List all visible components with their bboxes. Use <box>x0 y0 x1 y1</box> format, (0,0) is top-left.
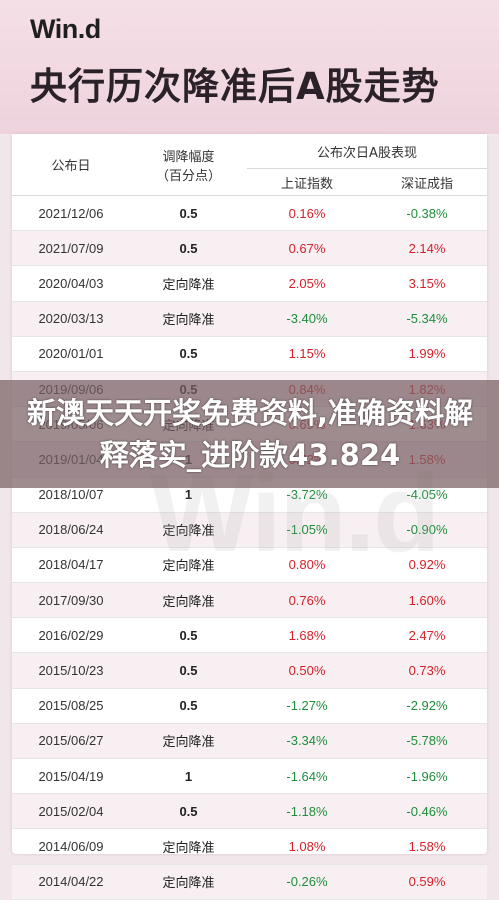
rate-cell: 0.5 <box>130 688 247 724</box>
shenzhen-change-cell: -0.38% <box>367 195 487 232</box>
shanghai-change-cell: 0.50% <box>247 652 367 689</box>
date-cell: 2015/04/19 <box>12 758 130 795</box>
shenzhen-change-cell: 3.15% <box>367 265 487 302</box>
date-cell: 2018/04/17 <box>12 547 130 584</box>
shenzhen-change-cell: -5.78% <box>367 723 487 760</box>
date-cell: 2020/03/13 <box>12 301 130 337</box>
table-row: 2016/02/29 0.5 1.68% 2.47% <box>12 617 487 654</box>
rate-cell: 0.5 <box>130 195 247 232</box>
shanghai-change-cell: -1.18% <box>247 793 367 830</box>
shanghai-change-cell: -1.27% <box>247 688 367 724</box>
shenzhen-change-cell: 0.73% <box>367 652 487 689</box>
rate-cell: 0.5 <box>130 230 247 267</box>
date-cell: 2015/10/23 <box>12 652 130 689</box>
table-row: 2015/08/25 0.5 -1.27% -2.92% <box>12 688 487 724</box>
date-cell: 2021/12/06 <box>12 195 130 232</box>
rate-cell: 定向降准 <box>130 512 247 548</box>
shanghai-change-cell: 0.80% <box>247 547 367 584</box>
table-row: 2015/02/04 0.5 -1.18% -0.46% <box>12 793 487 830</box>
shenzhen-change-cell: 2.14% <box>367 230 487 267</box>
table-row: 2015/04/19 1 -1.64% -1.96% <box>12 758 487 795</box>
shanghai-change-cell: -3.40% <box>247 301 367 337</box>
rate-cell: 0.5 <box>130 793 247 830</box>
date-cell: 2015/06/27 <box>12 723 130 760</box>
rate-cell: 定向降准 <box>130 265 247 302</box>
rate-cell: 定向降准 <box>130 547 247 584</box>
shanghai-change-cell: 0.67% <box>247 230 367 267</box>
rrr-cut-table: 公布日 调降幅度 （百分点） 公布次日A股表现 上证指数 深证成指 2021/1… <box>12 134 487 900</box>
table-row: 2014/06/09 定向降准 1.08% 1.58% <box>12 828 487 865</box>
shenzhen-change-cell: -0.90% <box>367 512 487 548</box>
rate-cell: 0.5 <box>130 652 247 689</box>
rate-cell: 定向降准 <box>130 723 247 760</box>
table-row: 2020/01/01 0.5 1.15% 1.99% <box>12 336 487 372</box>
caption-overlay <box>0 380 499 488</box>
table-row: 2020/04/03 定向降准 2.05% 3.15% <box>12 265 487 302</box>
rate-cell: 定向降准 <box>130 301 247 337</box>
table-row: 2021/12/06 0.5 0.16% -0.38% <box>12 195 487 232</box>
rate-cell: 定向降准 <box>130 864 247 900</box>
table-body: 2021/12/06 0.5 0.16% -0.38% 2021/07/09 0.5 0.6… <box>12 195 487 900</box>
date-cell: 2015/02/04 <box>12 793 130 830</box>
header-next-day-group: 公布次日A股表现 <box>247 134 487 169</box>
shenzhen-change-cell: 1.60% <box>367 582 487 619</box>
date-cell: 2016/02/29 <box>12 617 130 654</box>
page-title: 央行历次降准后A股走势 <box>30 65 440 108</box>
table-row: 2021/07/09 0.5 0.67% 2.14% <box>12 230 487 267</box>
date-cell: 2020/01/01 <box>12 336 130 372</box>
shanghai-change-cell: -1.64% <box>247 758 367 795</box>
shanghai-change-cell: -0.26% <box>247 864 367 900</box>
header-banner: Win.d 央行历次降准后A股走势 <box>0 0 499 134</box>
date-cell: 2018/06/24 <box>12 512 130 548</box>
shanghai-change-cell: 1.68% <box>247 617 367 654</box>
shenzhen-change-cell: -0.46% <box>367 793 487 830</box>
date-cell: 2015/08/25 <box>12 688 130 724</box>
wind-logo: Win.d <box>30 14 101 44</box>
header-shenzhen: 深证成指 <box>367 168 487 196</box>
shenzhen-change-cell: -5.34% <box>367 301 487 337</box>
date-cell: 2017/09/30 <box>12 582 130 619</box>
table-row: 2015/06/27 定向降准 -3.34% -5.78% <box>12 723 487 760</box>
rate-cell: 定向降准 <box>130 582 247 619</box>
date-cell: 2020/04/03 <box>12 265 130 302</box>
rate-cell: 0.5 <box>130 336 247 372</box>
header-date: 公布日 <box>12 134 130 196</box>
shenzhen-change-cell: 0.92% <box>367 547 487 584</box>
table-row: 2018/06/24 定向降准 -1.05% -0.90% <box>12 512 487 548</box>
header-rate: 调降幅度 （百分点） <box>130 134 247 196</box>
shenzhen-change-cell: 0.59% <box>367 864 487 900</box>
header-shanghai: 上证指数 <box>247 168 367 196</box>
shanghai-change-cell: 0.16% <box>247 195 367 232</box>
rate-cell: 0.5 <box>130 617 247 654</box>
shenzhen-change-cell: 1.58% <box>367 828 487 865</box>
header-rate-line1: 调降幅度 <box>162 149 215 165</box>
table-row: 2014/04/22 定向降准 -0.26% 0.59% <box>12 864 487 900</box>
table-row: 2015/10/23 0.5 0.50% 0.73% <box>12 652 487 689</box>
table-row: 2018/04/17 定向降准 0.80% 0.92% <box>12 547 487 584</box>
shanghai-change-cell: 2.05% <box>247 265 367 302</box>
shanghai-change-cell: 0.76% <box>247 582 367 619</box>
shenzhen-change-cell: 2.47% <box>367 617 487 654</box>
rate-cell: 1 <box>130 758 247 795</box>
caption-text: 新澳天天开奖免费资料,准确资料解释落实_进阶款43.824 <box>26 396 474 472</box>
shanghai-change-cell: 1.15% <box>247 336 367 372</box>
table-row: 2017/09/30 定向降准 0.76% 1.60% <box>12 582 487 619</box>
header-rate-line2: （百分点） <box>155 168 221 184</box>
shenzhen-change-cell: -1.96% <box>367 758 487 795</box>
shenzhen-change-cell: -2.92% <box>367 688 487 724</box>
shanghai-change-cell: -3.34% <box>247 723 367 760</box>
shenzhen-change-cell: 1.99% <box>367 336 487 372</box>
date-cell: 2021/07/09 <box>12 230 130 267</box>
shanghai-change-cell: 1.08% <box>247 828 367 865</box>
date-cell: 2014/04/22 <box>12 864 130 900</box>
date-cell: 2014/06/09 <box>12 828 130 865</box>
shanghai-change-cell: -1.05% <box>247 512 367 548</box>
rate-cell: 定向降准 <box>130 828 247 865</box>
table-row: 2020/03/13 定向降准 -3.40% -5.34% <box>12 301 487 337</box>
